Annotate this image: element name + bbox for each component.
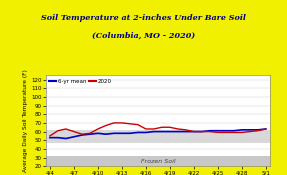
Text: Soil Temperature at 2-inches Under Bare Soil: Soil Temperature at 2-inches Under Bare … (41, 14, 246, 22)
Bar (46, 156, 270, 166)
Text: Frozen Soil: Frozen Soil (141, 159, 175, 164)
Legend: 6-yr mean, 2020: 6-yr mean, 2020 (49, 78, 112, 84)
Bar (46, 130, 270, 143)
Y-axis label: Average Daily Soil Temperature (F): Average Daily Soil Temperature (F) (24, 69, 28, 172)
Text: (Columbia, MO - 2020): (Columbia, MO - 2020) (92, 32, 195, 40)
